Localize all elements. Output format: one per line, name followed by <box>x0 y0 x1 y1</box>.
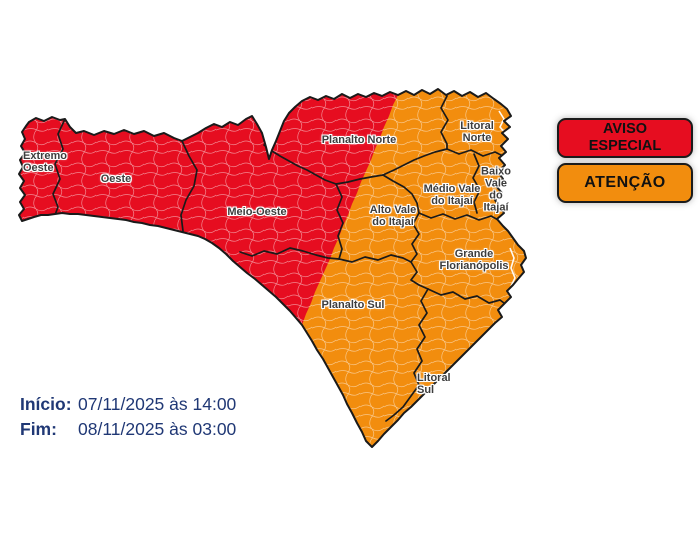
border-grande-florianopolis-litoral-sul <box>427 288 509 307</box>
coast-straits <box>498 110 516 287</box>
legend: AVISO ESPECIAL ATENÇÃO <box>557 118 693 203</box>
border-litoral-norte-south <box>446 148 506 158</box>
alert-start: Início: 07/11/2025 às 14:00 <box>20 392 236 417</box>
border-planalto-norte-sul-edge <box>263 144 448 185</box>
border-extremo-oeste-oeste <box>52 118 66 216</box>
alert-end: Fim: 08/11/2025 às 03:00 <box>20 417 236 442</box>
validity-period: Início: 07/11/2025 às 14:00 Fim: 08/11/202… <box>20 392 236 442</box>
border-planalto-sul-north <box>239 247 412 263</box>
border-baixo-vale-west <box>472 153 481 214</box>
alert-end-value: 08/11/2025 às 03:00 <box>78 419 237 439</box>
border-oeste-meio-oeste <box>180 140 198 232</box>
region-borders <box>52 95 509 422</box>
border-grande-florianopolis-west <box>410 212 429 290</box>
state-outline <box>18 88 527 448</box>
alert-start-value: 07/11/2025 às 14:00 <box>78 394 237 414</box>
alert-start-label: Início: <box>20 394 72 414</box>
border-litoral-norte-west <box>440 95 449 150</box>
border-meio-oeste-alto-vale <box>335 183 344 260</box>
legend-item-atencao: ATENÇÃO <box>557 163 693 203</box>
legend-item-aviso-especial: AVISO ESPECIAL <box>557 118 693 158</box>
border-planalto-sul-litoral-sul <box>385 288 429 422</box>
border-medio-vale-alto-vale <box>382 174 420 214</box>
alert-end-label: Fim: <box>20 419 57 439</box>
